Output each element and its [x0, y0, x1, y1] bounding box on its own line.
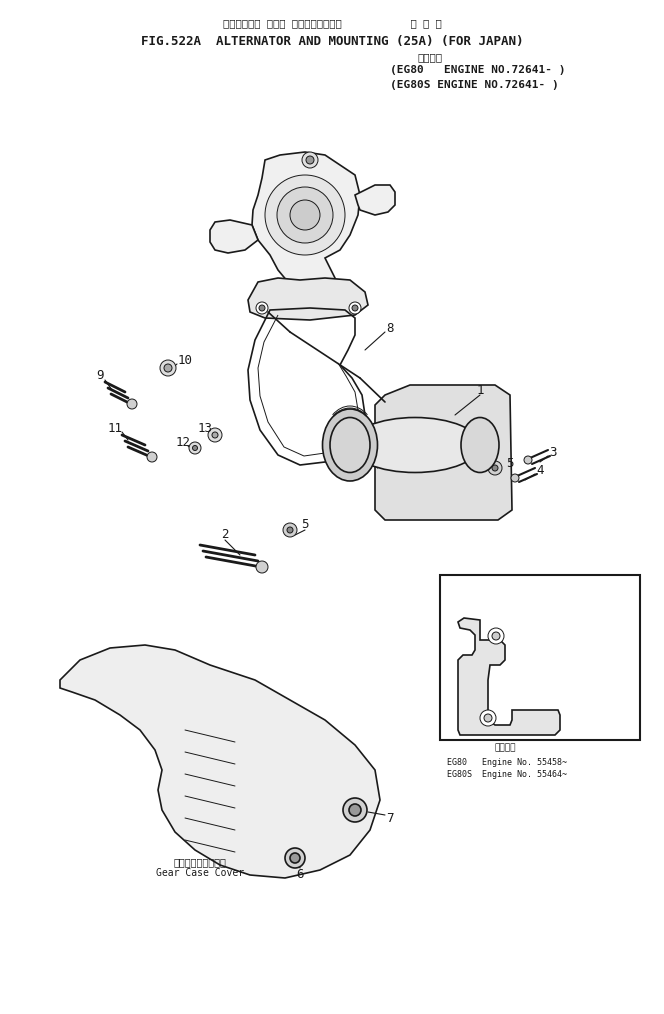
Circle shape	[283, 523, 297, 537]
Text: 7: 7	[386, 811, 394, 824]
Text: 8: 8	[386, 321, 394, 335]
Text: 9: 9	[96, 368, 104, 381]
Circle shape	[511, 474, 519, 482]
Ellipse shape	[461, 418, 499, 473]
Text: EG80   Engine No. 55458~: EG80 Engine No. 55458~	[447, 758, 567, 767]
Polygon shape	[375, 385, 512, 520]
Polygon shape	[355, 185, 395, 215]
Ellipse shape	[330, 418, 370, 473]
Circle shape	[345, 440, 355, 450]
Ellipse shape	[350, 418, 480, 473]
Text: EG80S  Engine No. 55464~: EG80S Engine No. 55464~	[447, 770, 567, 779]
Text: 適用号機: 適用号機	[494, 743, 516, 752]
Text: FIG.522A  ALTERNATOR AND MOUNTING (25A) (FOR JAPAN): FIG.522A ALTERNATOR AND MOUNTING (25A) (…	[141, 35, 523, 48]
Circle shape	[147, 452, 157, 462]
Circle shape	[488, 461, 502, 475]
Circle shape	[484, 714, 492, 722]
Circle shape	[349, 302, 361, 314]
Text: 12: 12	[175, 435, 191, 448]
Circle shape	[290, 200, 320, 230]
Text: 3: 3	[549, 445, 556, 458]
Ellipse shape	[323, 409, 378, 481]
Circle shape	[287, 527, 293, 533]
Text: (EG80   ENGINE NO.72641- ): (EG80 ENGINE NO.72641- )	[390, 65, 566, 75]
Text: 10: 10	[177, 354, 193, 366]
Text: 適用号機: 適用号機	[418, 52, 442, 62]
Bar	[440, 575, 640, 740]
Circle shape	[189, 442, 201, 454]
Polygon shape	[60, 645, 380, 878]
Polygon shape	[458, 618, 560, 735]
Text: オルタネータ および マウンティング。           国 内 向: オルタネータ および マウンティング。 国 内 向	[222, 18, 442, 28]
Text: 1: 1	[476, 383, 484, 396]
Circle shape	[265, 175, 345, 255]
Text: (EG80S ENGINE NO.72641- ): (EG80S ENGINE NO.72641- )	[390, 80, 558, 90]
Circle shape	[352, 305, 358, 311]
Text: 5: 5	[301, 518, 309, 531]
Polygon shape	[252, 152, 360, 292]
Circle shape	[193, 445, 197, 450]
Text: 11: 11	[108, 422, 122, 435]
Text: 5: 5	[506, 456, 514, 469]
Circle shape	[259, 305, 265, 311]
Circle shape	[285, 848, 305, 868]
Circle shape	[127, 399, 137, 409]
Circle shape	[256, 561, 268, 573]
Text: Gear Case Cover: Gear Case Cover	[156, 868, 244, 878]
Circle shape	[343, 798, 367, 822]
Circle shape	[256, 302, 268, 314]
Text: 13: 13	[197, 422, 212, 435]
Text: 4: 4	[537, 463, 544, 477]
Circle shape	[492, 632, 500, 640]
Circle shape	[340, 435, 360, 455]
Circle shape	[488, 628, 504, 644]
Circle shape	[208, 428, 222, 442]
Circle shape	[277, 187, 333, 243]
Circle shape	[524, 456, 532, 464]
Text: 2: 2	[221, 528, 229, 541]
Circle shape	[302, 152, 318, 168]
Circle shape	[212, 432, 218, 438]
Text: 6: 6	[296, 869, 303, 881]
Circle shape	[306, 156, 314, 164]
Polygon shape	[210, 220, 258, 254]
Text: ギヤーケースカバー: ギヤーケースカバー	[173, 857, 226, 867]
Circle shape	[349, 804, 361, 816]
Circle shape	[164, 364, 172, 372]
Polygon shape	[248, 278, 368, 320]
Text: 14: 14	[584, 619, 600, 632]
Circle shape	[492, 465, 498, 470]
Circle shape	[480, 710, 496, 726]
Circle shape	[290, 853, 300, 863]
Circle shape	[160, 360, 176, 376]
